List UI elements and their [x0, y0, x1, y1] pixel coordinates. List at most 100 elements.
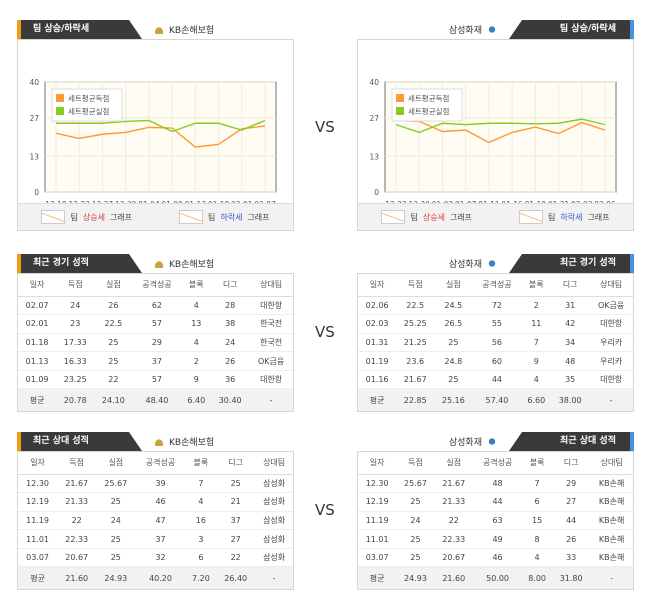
x-tick-label: 01.19	[525, 200, 547, 205]
y-tick-label: 27	[29, 114, 39, 123]
cell: 21.60	[434, 566, 473, 589]
column-header: 공격성공	[472, 274, 522, 297]
cell: 57	[132, 370, 182, 390]
y-tick-label: 0	[374, 188, 379, 197]
cell: 39	[135, 474, 186, 494]
graph-icon	[518, 210, 543, 224]
cell: 7	[185, 474, 217, 494]
h2h-header: 최근 상대 성적 삼성화재	[357, 432, 634, 451]
cell: 01.09	[18, 370, 57, 390]
cell: 6	[522, 492, 552, 512]
table-row: 02.03 25.25 26.5 55 11 42 대한항	[358, 314, 633, 334]
cell: 21.33	[434, 492, 473, 512]
cell: 63	[472, 511, 523, 531]
y-tick-label: 40	[369, 78, 379, 87]
cell: 25	[434, 333, 473, 353]
cell: 4	[521, 370, 552, 390]
recent-title: 최근 경기 성적	[17, 254, 142, 273]
column-header: 일자	[358, 274, 397, 297]
table-row: 01.13 16.33 25 37 2 26 OK금융	[18, 351, 293, 371]
cell: 35	[551, 370, 590, 390]
graph-icon	[41, 210, 66, 224]
recent-header: 최근 경기 성적 KB손해보험	[17, 254, 294, 273]
cell: 37	[216, 511, 256, 531]
series-line-conceded	[56, 119, 266, 133]
cell: 32	[135, 548, 186, 568]
cell: 37	[135, 529, 186, 549]
cell: 6.60	[521, 388, 552, 411]
cell: 26	[552, 529, 591, 549]
cell: 평균	[18, 566, 58, 589]
column-header: 공격성공	[132, 274, 182, 297]
cell: 42	[551, 314, 590, 334]
cell: 12.19	[18, 492, 58, 512]
cell: 22	[216, 548, 256, 568]
recent-table: 일자 득점 실점 공격성공 블록 디그 상대팀 02.07 24 26 62 4 28 대한항 02.01 2…	[17, 273, 294, 412]
cell: 8	[522, 529, 552, 549]
cell: 한국전	[249, 314, 293, 334]
cell: 7	[522, 474, 552, 494]
graph-toggle-down[interactable]: 팀 하락세 그래프	[178, 210, 270, 224]
column-header: 실점	[94, 274, 133, 297]
cell: 대한항	[249, 296, 293, 316]
cell: 4	[522, 548, 552, 568]
h2h-table: 일자 득점 실점 공격성공 블록 디그 상대팀 12.30 21.67 25.67 39 7 25 삼성화…	[17, 451, 294, 590]
h2h-panel-away: 최근 상대 성적 삼성화재 일자 득점 실점 공격성공 블록 디그 상대팀 12.30 25.67 2…	[357, 432, 634, 590]
cell: 25.67	[96, 474, 136, 494]
x-tick-label: 01.31	[548, 200, 570, 205]
cell: 삼성화	[255, 474, 293, 494]
cell: 12.30	[358, 474, 397, 494]
team-name: 삼성화재	[449, 257, 498, 270]
cell: KB손해	[590, 529, 633, 549]
column-header: 상대팀	[249, 274, 293, 297]
average-row: 평균 21.60 24.93 40.20 7.20 26.40-	[18, 566, 293, 589]
cell: 22.5	[396, 296, 435, 316]
cell: 25	[94, 351, 133, 371]
cell: 대한항	[249, 370, 293, 390]
column-header: 블록	[521, 274, 552, 297]
samsung-logo-icon	[486, 259, 498, 268]
h2h-header: 최근 상대 성적 KB손해보험	[17, 432, 294, 451]
cell: 15	[522, 511, 552, 531]
cell: 25.67	[396, 474, 435, 494]
cell: 25	[396, 548, 435, 568]
cell: 21	[216, 492, 256, 512]
cell: 24.8	[434, 351, 473, 371]
graph-toggle-up[interactable]: 팀 상승세 그래프	[381, 210, 472, 224]
cell: 25.16	[434, 388, 473, 411]
cell: KB손해	[590, 511, 633, 531]
x-tick-label: 12.30	[115, 200, 137, 205]
cell: 6	[185, 548, 217, 568]
cell: 26.40	[216, 566, 256, 589]
cell: 삼성화	[255, 548, 293, 568]
table-row: 11.19 22 24 47 16 37 삼성화	[18, 511, 293, 531]
cell: 22	[94, 370, 133, 390]
cell: 11.01	[18, 529, 58, 549]
recent-panel-home: 최근 경기 성적 KB손해보험 일자 득점 실점 공격성공 블록 디그 상대팀 02.07 24 26…	[17, 254, 294, 412]
cell: 20.67	[57, 548, 97, 568]
table-header: 일자 득점 실점 공격성공 블록 디그 상대팀	[18, 452, 293, 475]
graph-toggle-up[interactable]: 팀 상승세 그래프	[41, 210, 132, 224]
y-tick-label: 13	[369, 152, 379, 161]
cell: 한국전	[249, 333, 293, 353]
cell: 27	[552, 492, 591, 512]
cell: 22	[434, 511, 473, 531]
cell: KB손해	[590, 474, 633, 494]
table-row: 11.01 25 22.33 49 8 26 KB손해	[358, 529, 633, 549]
x-tick-label: 02.07	[254, 200, 276, 205]
cell: 38.00	[551, 388, 590, 411]
recent-title: 최근 경기 성적	[509, 254, 634, 273]
cell: 30.40	[211, 388, 250, 411]
column-header: 실점	[96, 452, 136, 475]
x-tick-label: 01.16	[501, 200, 523, 205]
cell: 삼성화	[255, 511, 293, 531]
cell: 23.25	[56, 370, 95, 390]
cell: 23.6	[396, 351, 435, 371]
y-tick-label: 40	[29, 78, 39, 87]
cell: 36	[211, 370, 250, 390]
table-row: 03.07 20.67 25 32 6 22 삼성화	[18, 548, 293, 568]
cell: 23	[56, 314, 95, 334]
graph-toggle-down[interactable]: 팀 하락세 그래프	[518, 210, 610, 224]
trend-title: 팀 상승/하락세	[17, 20, 142, 39]
trend-chart: 12.1912.2312.2712.3001.0401.0901.1301.18…	[17, 39, 294, 231]
